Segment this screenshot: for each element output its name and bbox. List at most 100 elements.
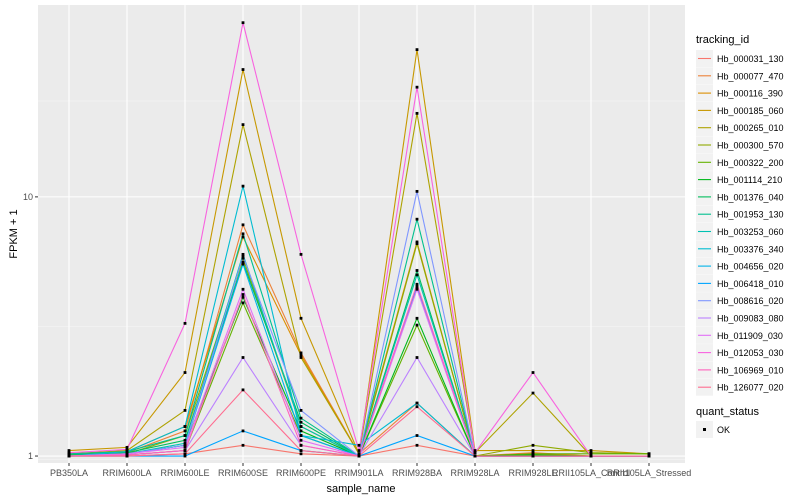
data-point <box>415 269 419 272</box>
data-point <box>241 21 245 25</box>
data-point <box>183 438 187 442</box>
data-point <box>183 449 187 452</box>
data-point <box>183 408 187 412</box>
legend-item-label: Hb_000077_470 <box>717 71 784 81</box>
shape-legend-symbol <box>703 428 706 431</box>
y-tick-label: 1 <box>28 451 33 461</box>
data-point <box>299 449 303 452</box>
data-point <box>67 451 71 455</box>
data-point <box>531 443 535 447</box>
data-point <box>299 252 303 256</box>
data-point <box>241 123 245 127</box>
legend-item-label: Hb_000031_130 <box>717 54 784 64</box>
data-point <box>589 454 593 458</box>
data-point <box>125 454 129 458</box>
grid-major <box>38 5 685 463</box>
x-tick-label: RRIM600LA <box>102 468 151 478</box>
panel-background <box>38 5 685 463</box>
shape-legend-label: OK <box>717 425 730 435</box>
data-point <box>67 454 71 458</box>
y-axis: 1 10 <box>23 192 38 461</box>
x-tick-label: RRII105LA_Control <box>552 468 630 478</box>
data-point <box>183 434 187 437</box>
legend-item-label: Hb_000185_060 <box>717 106 784 116</box>
data-point <box>241 252 245 256</box>
data-point <box>241 235 245 239</box>
x-tick-label: RRIM901LA <box>334 468 383 478</box>
data-point <box>415 285 419 289</box>
data-point <box>241 301 245 305</box>
y-tick-label: 10 <box>23 192 33 202</box>
data-point <box>183 425 187 428</box>
data-point <box>415 273 419 277</box>
legend-item-label: Hb_001376_040 <box>717 192 784 202</box>
data-point <box>183 452 187 456</box>
data-point <box>299 353 303 357</box>
data-point <box>473 454 477 458</box>
legend-item-label: Hb_008616_020 <box>717 296 784 306</box>
data-point <box>125 445 129 449</box>
x-axis-title: sample_name <box>326 483 395 495</box>
legend-item-label: Hb_003253_060 <box>717 227 784 237</box>
data-point <box>647 454 651 458</box>
data-point <box>531 454 535 458</box>
data-point <box>415 240 419 244</box>
data-point <box>299 438 303 442</box>
legend-title: tracking_id <box>696 34 749 46</box>
data-point <box>473 451 477 455</box>
legend-item-label: Hb_106969_010 <box>717 365 784 375</box>
data-point <box>357 452 361 456</box>
data-point <box>183 454 187 458</box>
data-point <box>299 351 303 355</box>
data-point <box>241 287 245 291</box>
legend-item-label: Hb_012053_030 <box>717 348 784 358</box>
data-point <box>415 405 419 409</box>
data-point <box>647 452 651 456</box>
data-point <box>241 262 245 266</box>
data-point <box>415 287 419 291</box>
x-tick-label: RRIM928LA <box>450 468 499 478</box>
data-point <box>357 443 361 447</box>
data-point <box>415 401 419 405</box>
data-point <box>125 448 129 451</box>
data-point <box>241 443 245 447</box>
x-tick-label: RRIM600PE <box>276 468 326 478</box>
legend-item-label: Hb_000300_570 <box>717 141 784 151</box>
legend-item-label: Hb_001114_210 <box>717 175 782 185</box>
data-point <box>415 356 419 359</box>
x-tick-label: RRII105LA_Stressed <box>607 468 692 478</box>
data-point <box>183 443 187 447</box>
data-point <box>415 111 419 115</box>
legend-item-label: Hb_000265_010 <box>717 123 784 133</box>
data-point <box>299 356 303 359</box>
grid-minor <box>38 100 685 460</box>
data-point <box>415 217 419 221</box>
legend-item-label: Hb_011909_030 <box>717 331 783 341</box>
shape-legend-title: quant_status <box>696 406 759 418</box>
data-point <box>241 223 245 227</box>
data-point <box>241 388 245 392</box>
data-point <box>415 48 419 52</box>
data-point <box>299 425 303 428</box>
legend-item-label: Hb_001953_130 <box>717 210 784 220</box>
data-point <box>589 452 593 456</box>
data-point <box>299 452 303 456</box>
data-point <box>241 68 245 71</box>
legend-item-label: Hb_009083_080 <box>717 314 784 324</box>
data-point <box>241 356 245 359</box>
data-point <box>241 260 245 264</box>
legend-item-label: Hb_003376_340 <box>717 244 784 254</box>
data-point <box>241 293 245 296</box>
data-point <box>183 441 187 445</box>
data-point <box>241 184 245 188</box>
data-point <box>183 445 187 449</box>
y-axis-title: FPKM + 1 <box>8 209 20 258</box>
data-point <box>415 85 419 89</box>
legend-item-label: Hb_126077_020 <box>717 383 784 393</box>
data-point <box>299 434 303 437</box>
data-point <box>415 282 419 286</box>
x-tick-label: PB350LA <box>50 468 88 478</box>
x-tick-label: RRIM600SE <box>218 468 268 478</box>
data-point <box>531 371 535 374</box>
